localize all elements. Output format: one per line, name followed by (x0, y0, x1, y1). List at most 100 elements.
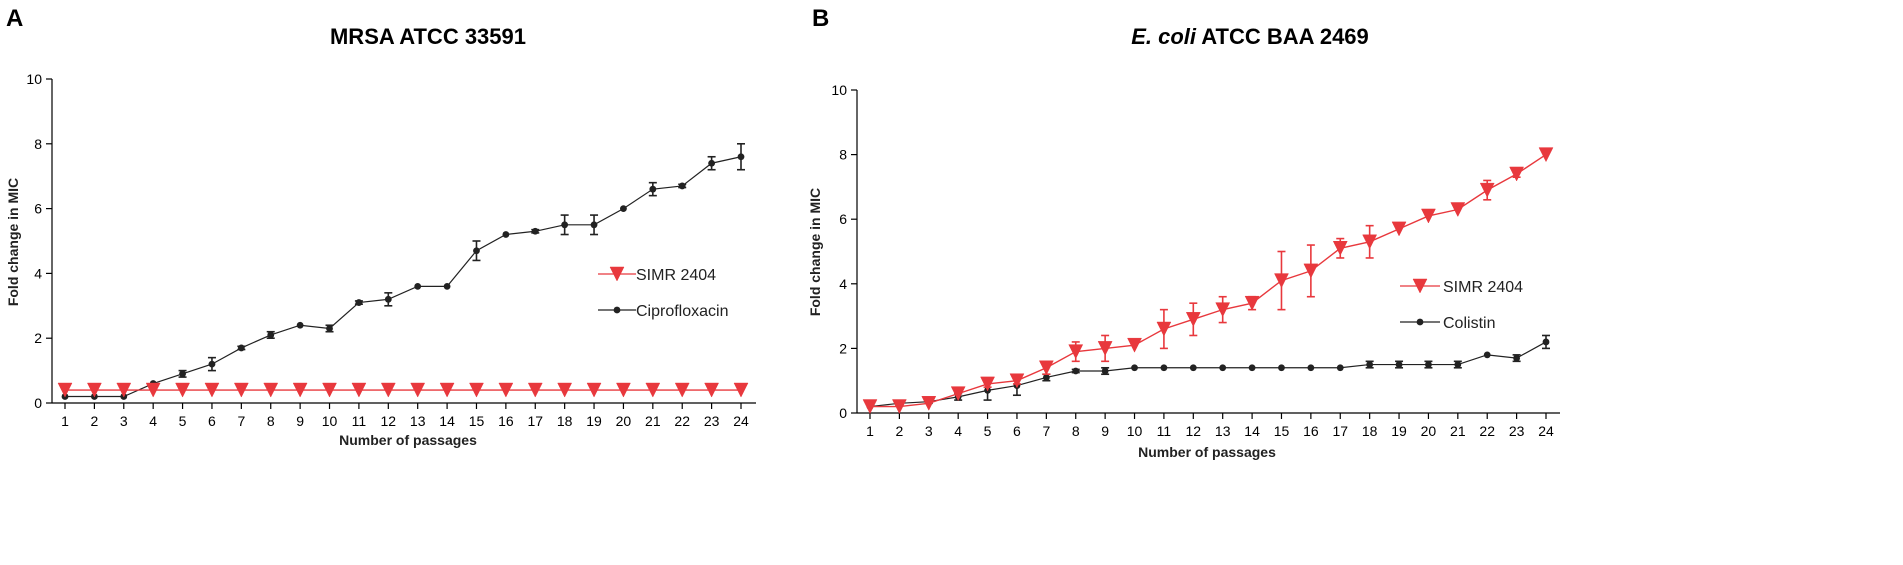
a-x-tick-label: 23 (704, 413, 720, 429)
a-legend-simr-2404-marker (609, 266, 625, 282)
b-simr-2404-point (1421, 208, 1436, 224)
b-simr-2404-point (1185, 312, 1201, 327)
a-simr-2404-point (733, 382, 749, 398)
a-x-tick-label: 18 (557, 413, 573, 429)
b-simr-2404-point (1215, 302, 1231, 318)
panel-b-xlabel: Number of passages (1138, 444, 1276, 460)
b-x-tick-label: 12 (1186, 423, 1202, 439)
b-y-tick-label: 2 (839, 340, 847, 356)
a-x-tick-label: 5 (179, 413, 187, 429)
a-y-tick-label: 2 (34, 330, 42, 346)
a-legend-ciprofloxacin-marker (613, 306, 621, 314)
b-x-tick-label: 15 (1274, 423, 1290, 439)
b-simr-2404-point (1479, 182, 1495, 198)
b-x-tick-label: 2 (895, 423, 903, 439)
b-colistin-point (1425, 361, 1432, 368)
a-ciprofloxacin-point (620, 205, 627, 213)
a-y-tick-label: 10 (26, 71, 42, 87)
a-ciprofloxacin-point (355, 299, 363, 306)
panel-b-ylabel: Fold change in MIC (807, 188, 823, 316)
a-ciprofloxacin-point (737, 153, 745, 161)
a-simr-2404-point (498, 382, 514, 398)
a-ciprofloxacin-point (443, 282, 451, 290)
b-simr-2404-point (1009, 373, 1025, 389)
a-ciprofloxacin-point (384, 295, 392, 303)
b-colistin-point (1248, 364, 1256, 372)
a-x-tick-label: 4 (149, 413, 157, 429)
panel-b-title-rest: ATCC BAA 2469 (1196, 24, 1369, 49)
b-simr-2404-point (1097, 341, 1113, 356)
b-x-tick-label: 6 (1013, 423, 1021, 439)
b-colistin-point (1072, 367, 1080, 375)
a-ciprofloxacin-point (296, 321, 304, 329)
a-simr-2404-point (674, 382, 690, 398)
b-colistin-point (1160, 364, 1168, 372)
b-x-tick-label: 1 (866, 423, 874, 439)
a-x-tick-label: 6 (208, 413, 216, 429)
a-x-tick-label: 14 (439, 413, 455, 429)
b-x-tick-label: 7 (1042, 423, 1050, 439)
a-legend: SIMR 2404 Ciprofloxacin (598, 266, 728, 320)
a-x-tick-label: 22 (674, 413, 690, 429)
a-simr-2404-point (57, 382, 73, 398)
b-colistin-point (1131, 364, 1138, 372)
b-colistin-point (1042, 374, 1050, 381)
panel-a-title: MRSA ATCC 33591 (330, 24, 526, 49)
b-colistin-point (1189, 364, 1197, 372)
a-x-tick-label: 8 (267, 413, 275, 429)
a-ciprofloxacin-point (473, 247, 480, 255)
a-y-tick-label: 6 (34, 201, 42, 217)
b-simr-2404-point (1391, 221, 1407, 237)
a-x-tick-label: 16 (498, 413, 514, 429)
b-y-tick-label: 6 (839, 211, 847, 227)
b-x-tick-label: 10 (1127, 423, 1143, 439)
a-x-tick-label: 21 (645, 413, 661, 429)
a-x-tick-label: 24 (733, 413, 749, 429)
a-x-tick-label: 2 (90, 413, 98, 429)
panel-b-title: E. coli ATCC BAA 2469 (1131, 24, 1369, 49)
b-x-tick-label: 13 (1215, 423, 1231, 439)
b-x-tick-label: 8 (1072, 423, 1080, 439)
a-simr-2404-point (645, 382, 661, 398)
b-legend: SIMR 2404 Colistin (1400, 278, 1523, 332)
b-x-tick-label: 20 (1421, 423, 1437, 439)
a-x-tick-label: 13 (410, 413, 426, 429)
a-x-tick-label: 1 (61, 413, 69, 429)
a-x-tick-label: 15 (469, 413, 485, 429)
b-simr-2404-point (1538, 147, 1554, 163)
b-colistin-point (1336, 364, 1344, 372)
a-simr-2404-point (557, 382, 573, 398)
b-colistin-point (1483, 351, 1491, 359)
b-legend-colistin-label: Colistin (1443, 315, 1495, 332)
a-x-tick-label: 3 (120, 413, 128, 429)
a-simr-2404-point (175, 382, 190, 398)
a-x-tick-label: 12 (381, 413, 397, 429)
b-x-tick-label: 18 (1362, 423, 1378, 439)
b-simr-2404-point (1303, 263, 1319, 279)
a-simr-2404-point (351, 382, 367, 398)
a-ciprofloxacin-point (678, 182, 686, 190)
a-ciprofloxacin-point (414, 282, 422, 290)
b-x-tick-label: 22 (1479, 423, 1495, 439)
a-legend-ciprofloxacin-label: Ciprofloxacin (636, 303, 728, 320)
a-legend-simr-2404-label: SIMR 2404 (636, 267, 716, 284)
b-x-tick-label: 4 (954, 423, 962, 439)
b-simr-2404-point (1332, 241, 1348, 256)
b-x-tick-label: 21 (1450, 423, 1466, 439)
a-y-tick-label: 0 (34, 395, 42, 411)
a-ciprofloxacin-line (65, 156, 742, 398)
b-simr-2404-point (1362, 234, 1378, 250)
b-simr-2404-point (1068, 344, 1084, 360)
b-simr-2404-point (1274, 273, 1289, 289)
b-colistin-point (1101, 367, 1109, 375)
b-simr-2404-point (980, 376, 995, 392)
b-colistin-line (869, 341, 1547, 408)
b-x-tick-label: 9 (1101, 423, 1109, 439)
a-simr-2404-point (704, 382, 720, 398)
a-simr-2404-point (145, 382, 161, 398)
a-simr-2404-point (116, 382, 132, 398)
b-x-tick-label: 24 (1538, 423, 1554, 439)
b-simr-2404-point (1509, 166, 1525, 182)
b-legend-simr-2404-marker (1412, 278, 1428, 294)
